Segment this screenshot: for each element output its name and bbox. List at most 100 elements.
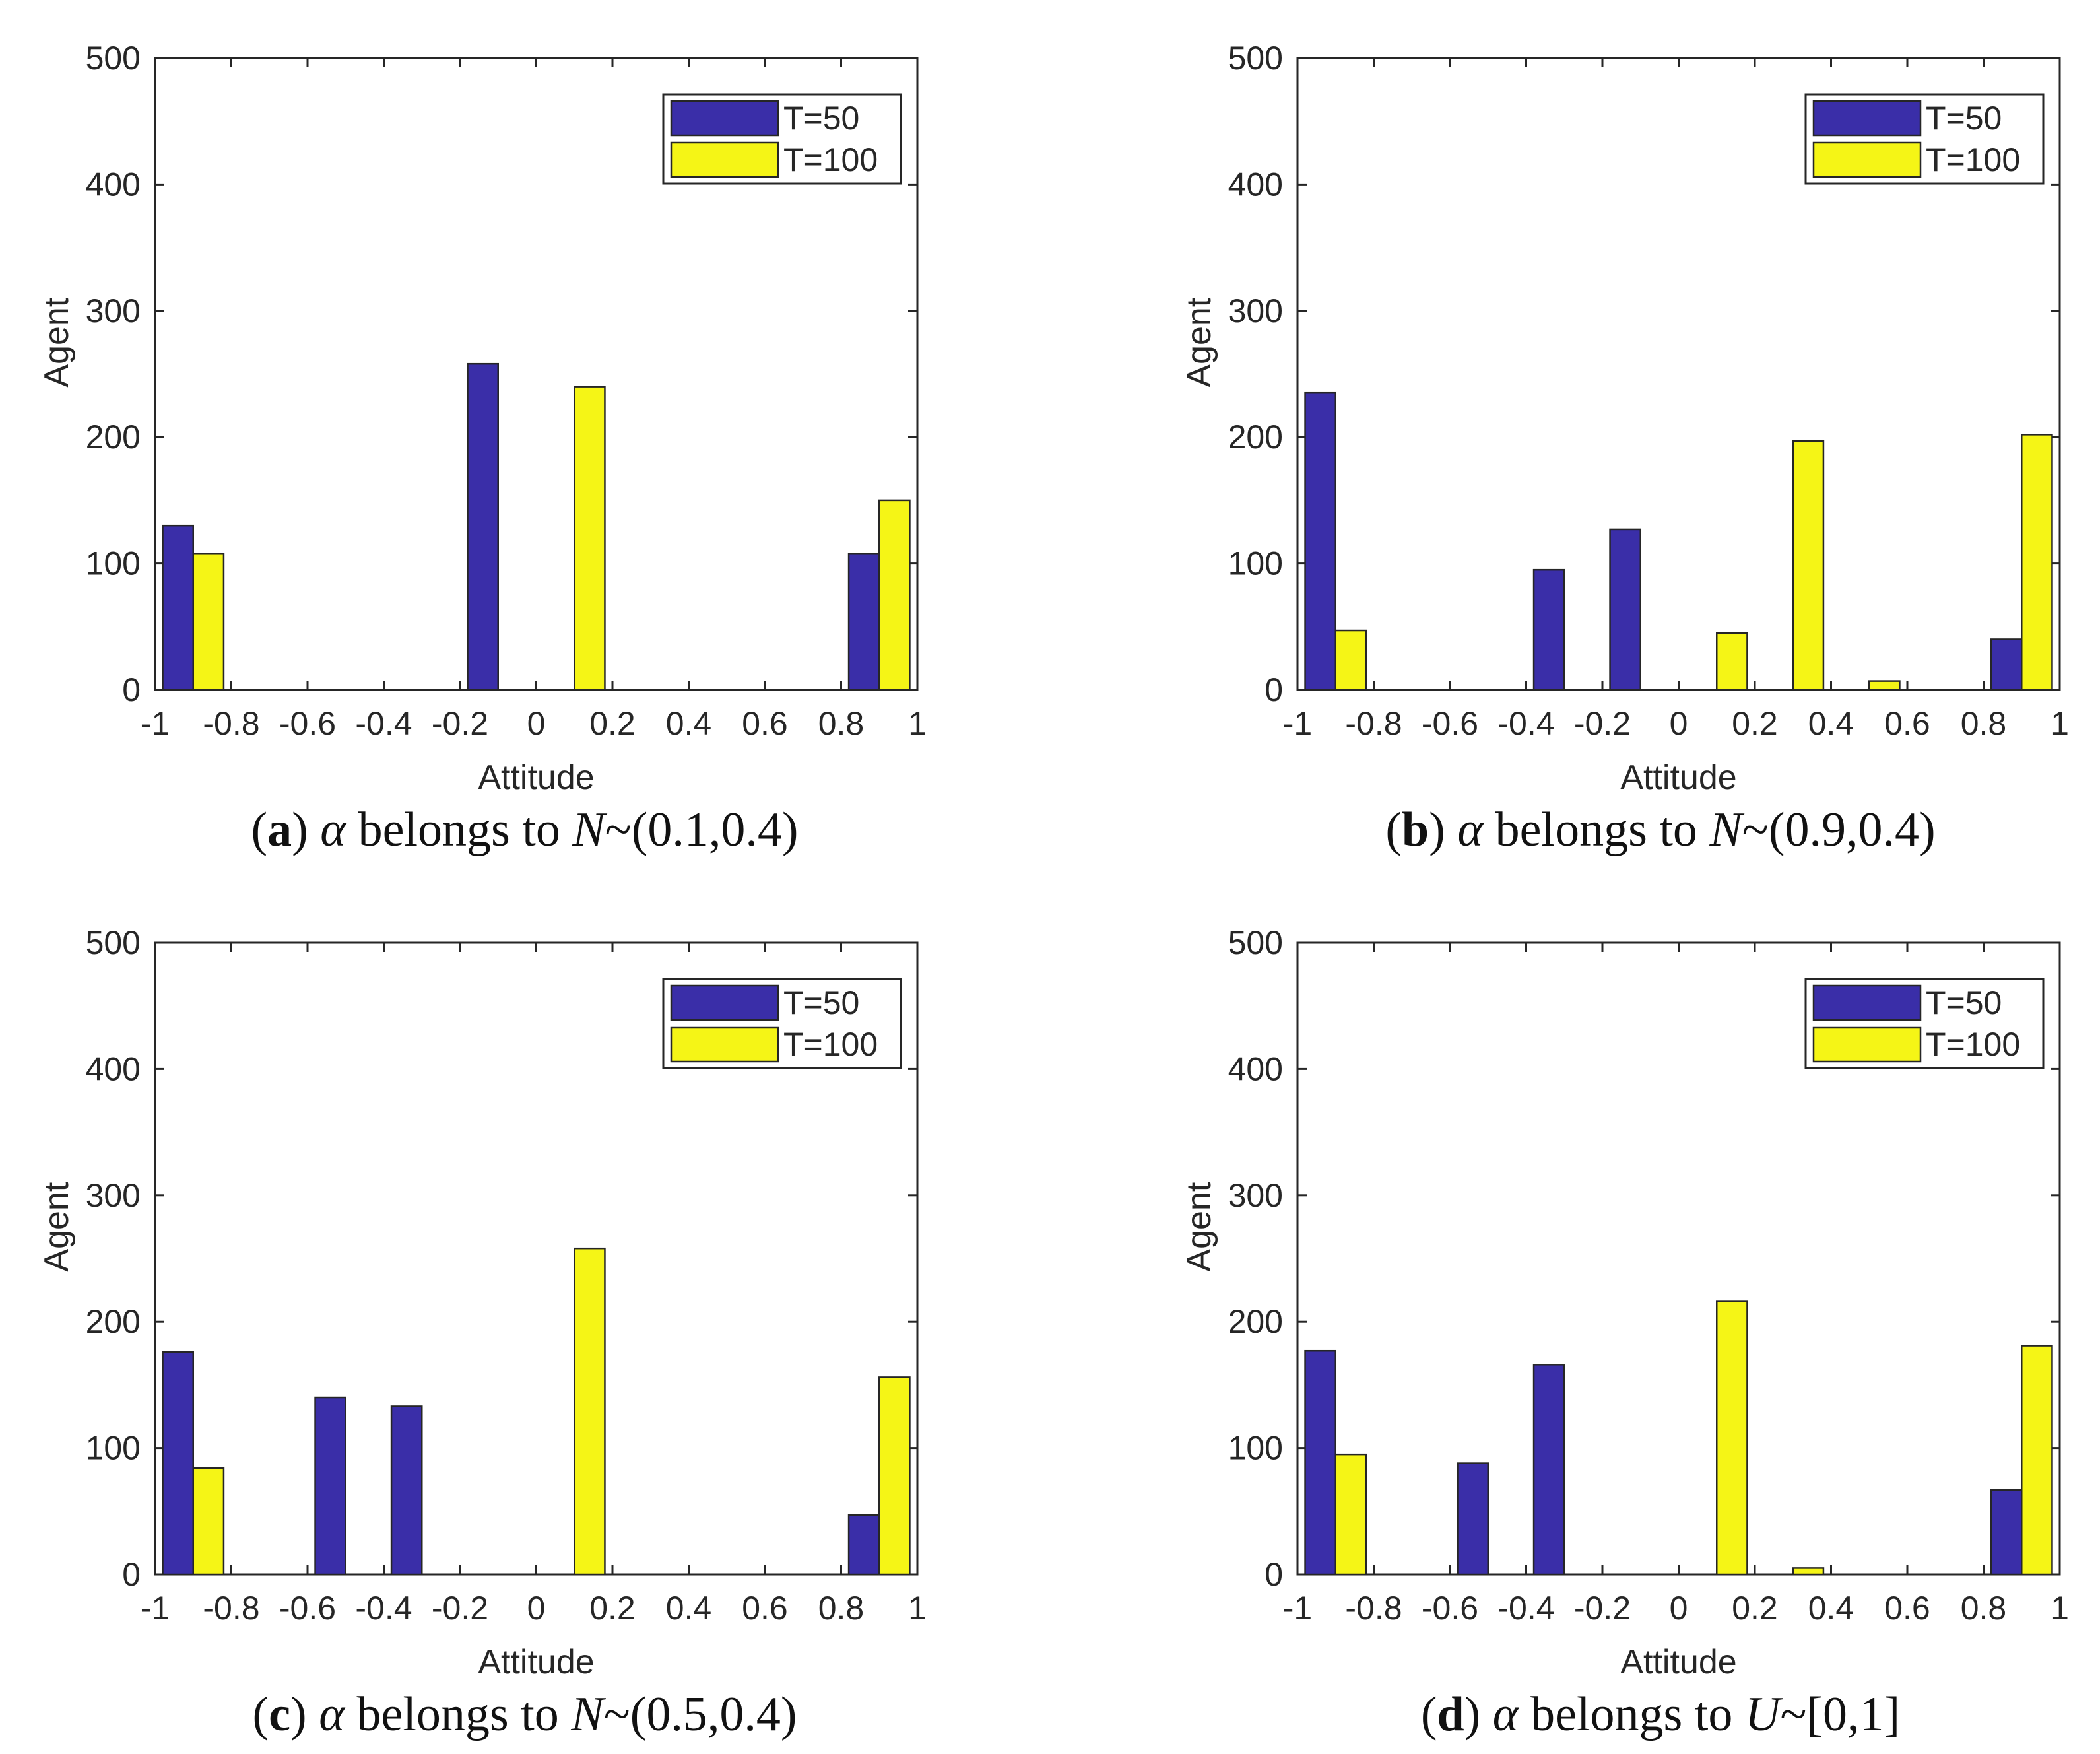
alpha-symbol: α (1457, 803, 1484, 857)
chart-panel-b: 0 100 200 300 400 500 -1 -0.8 -0.6 -0.4 -0.2 0 0.2 0.… (1050, 0, 2100, 885)
chart-d: 0 100 200 300 400 500 -1 -0.8 -0.6 -0.4 -0.2 0 0.2 0.… (1180, 924, 2069, 1681)
distribution-name: N (572, 803, 605, 857)
chart-b: 0 100 200 300 400 500 -1 -0.8 -0.6 -0.4 -0.2 0 0.2 0.… (1180, 40, 2069, 797)
x-tick-label: 0.8 (1961, 1590, 2007, 1627)
bar-t100-bin-7 (1868, 680, 1901, 691)
legend-swatch-0 (1812, 100, 1922, 137)
legend-swatch-0 (670, 984, 779, 1021)
x-tick-label: 0 (527, 1590, 546, 1627)
bar-t100-bin-5 (574, 1247, 606, 1576)
x-axis-label: Attitude (1620, 759, 1736, 797)
legend-label-1: T=100 (1926, 1026, 2020, 1063)
bar-t100-bin-9 (2021, 1345, 2053, 1576)
chart-panel-c: 0 100 200 300 400 500 -1 -0.8 -0.6 -0.4 -0.2 0 0.2 0.… (0, 885, 1050, 1754)
bar-t50-bin-3 (1532, 568, 1565, 691)
y-tick-label: 300 (1228, 1177, 1283, 1214)
bar-t50-bin-2 (1457, 1462, 1489, 1576)
bar-t50-bin-9 (847, 553, 880, 691)
bar-t50-bin-9 (847, 1514, 880, 1576)
y-tick-label: 200 (1228, 419, 1283, 455)
bar-t50-bin-0 (162, 524, 195, 691)
y-tick-label: 100 (86, 545, 141, 582)
x-tick-label: 0 (527, 705, 546, 742)
x-tick-label: 0.6 (742, 705, 788, 742)
x-tick-label: 0.4 (666, 705, 712, 742)
y-tick-label: 0 (1264, 671, 1283, 708)
caption-label: d (1437, 1687, 1464, 1741)
y-tick-label: 300 (86, 292, 141, 329)
caption-text: belongs to (1495, 803, 1697, 857)
y-tick-label: 100 (1228, 545, 1283, 582)
distribution-params: ~(0.1,0.4) (605, 803, 799, 857)
distribution-params: ~(0.9,0.4) (1742, 803, 1936, 857)
legend-label-1: T=100 (1926, 141, 2020, 178)
legend-label-0: T=50 (783, 100, 859, 137)
legend-swatch-0 (670, 100, 779, 137)
legend-label-0: T=50 (783, 984, 859, 1021)
x-tick-label: 0.4 (1808, 1590, 1854, 1627)
legend-label-1: T=100 (783, 141, 878, 178)
bar-t100-bin-0 (1334, 629, 1367, 691)
bar-t100-bin-9 (878, 1376, 911, 1576)
x-tick-label: 1 (2051, 705, 2069, 742)
caption-text: belongs to (358, 803, 560, 857)
distribution-params: ~[0,1] (1780, 1687, 1901, 1741)
distribution-name: N (571, 1687, 604, 1741)
caption-label: a (267, 803, 292, 857)
y-tick-label: 300 (1228, 292, 1283, 329)
x-tick-label: -0.4 (355, 1590, 412, 1627)
legend-swatch-1 (1812, 1026, 1922, 1063)
y-tick-label: 400 (1228, 166, 1283, 203)
x-tick-label: 1 (908, 705, 927, 742)
y-tick-label: 100 (86, 1430, 141, 1467)
x-tick-label: 0.2 (589, 705, 636, 742)
x-tick-label: -1 (141, 705, 170, 742)
bar-t50-bin-0 (162, 1351, 195, 1576)
distribution-name: N (1709, 803, 1742, 857)
y-tick-label: 500 (1228, 924, 1283, 961)
bar-t100-bin-9 (878, 499, 911, 691)
alpha-symbol: α (319, 1687, 345, 1741)
x-tick-label: 0.2 (1732, 1590, 1778, 1627)
x-tick-label: -1 (1283, 1590, 1312, 1627)
x-tick-label: -1 (1283, 705, 1312, 742)
x-tick-label: -0.8 (1345, 1590, 1402, 1627)
alpha-symbol: α (320, 803, 346, 857)
bar-t50-bin-4 (467, 362, 499, 691)
x-tick-label: 1 (908, 1590, 927, 1627)
x-tick-label: -0.4 (355, 705, 412, 742)
bar-t100-bin-5 (1716, 632, 1748, 691)
y-tick-label: 500 (86, 924, 141, 961)
chart-c: 0 100 200 300 400 500 -1 -0.8 -0.6 -0.4 -0.2 0 0.2 0.… (38, 924, 927, 1681)
caption-text: belongs to (356, 1687, 559, 1741)
y-tick-label: 500 (1228, 40, 1283, 77)
x-tick-label: 0.8 (818, 705, 865, 742)
caption-b: (b) α belongs to N~(0.9,0.4) (1385, 803, 1936, 857)
y-axis-label: Agent (38, 1182, 76, 1271)
x-tick-label: -0.8 (203, 1590, 259, 1627)
x-tick-label: -0.2 (432, 1590, 488, 1627)
bar-t50-bin-3 (390, 1405, 423, 1576)
bar-t50-bin-9 (1990, 1489, 2023, 1576)
x-tick-label: 0.4 (1808, 705, 1854, 742)
caption-label: c (269, 1687, 291, 1741)
y-tick-label: 400 (1228, 1050, 1283, 1087)
x-axis-label: Attitude (478, 759, 594, 797)
bar-t50-bin-0 (1304, 391, 1337, 691)
bar-t100-bin-0 (192, 553, 225, 691)
chart-panel-d: 0 100 200 300 400 500 -1 -0.8 -0.6 -0.4 -0.2 0 0.2 0.… (1050, 885, 2100, 1754)
caption-d: (d) α belongs to U~[0,1] (1420, 1687, 1901, 1741)
y-tick-label: 100 (1228, 1430, 1283, 1467)
x-tick-label: 1 (2051, 1590, 2069, 1627)
alpha-symbol: α (1492, 1687, 1519, 1741)
x-tick-label: -0.2 (1574, 705, 1631, 742)
caption-c: (c) α belongs to N~(0.5,0.4) (252, 1687, 797, 1741)
x-tick-label: -0.6 (279, 705, 336, 742)
distribution-params: ~(0.5,0.4) (603, 1687, 797, 1741)
y-tick-label: 200 (86, 419, 141, 455)
y-axis-label: Agent (1180, 297, 1218, 387)
y-tick-label: 200 (1228, 1303, 1283, 1340)
bar-t50-bin-9 (1990, 638, 2023, 691)
bar-t50-bin-0 (1304, 1349, 1337, 1576)
legend-swatch-1 (670, 141, 779, 178)
